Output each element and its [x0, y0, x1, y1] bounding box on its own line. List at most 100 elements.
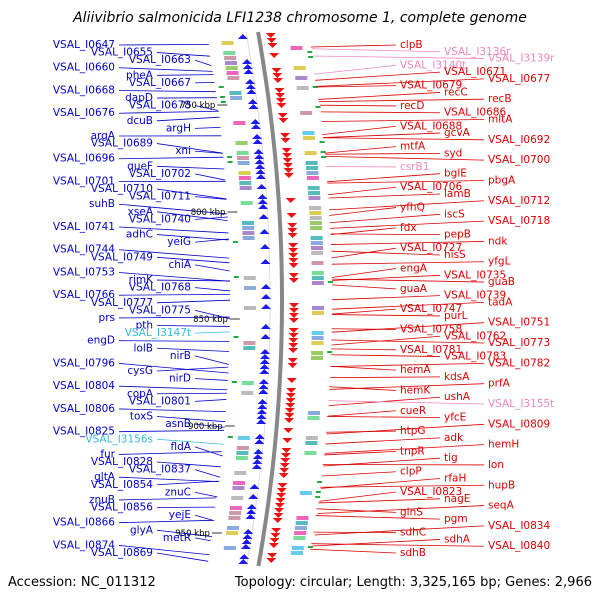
reverse-gene-mark [258, 384, 269, 389]
forward-cog-block [305, 161, 318, 165]
right-gene-label: pbgA [488, 174, 516, 186]
reverse-cog-block [239, 181, 252, 185]
leader-line [319, 491, 397, 502]
left-gene-label: nirB [170, 350, 191, 362]
forward-gene-mark [277, 483, 288, 488]
left-gene-label: VSAL_I0711 [129, 191, 191, 203]
reverse-tick [227, 436, 233, 438]
forward-tick [307, 51, 313, 53]
reverse-gene-mark [257, 199, 268, 204]
leader-line [324, 451, 397, 456]
leader-line [118, 249, 230, 259]
leader-line [324, 146, 397, 154]
forward-gene-mark [288, 308, 299, 313]
reverse-gene-mark [256, 419, 267, 424]
right-gene-label: VSAL_I0809 [488, 418, 550, 430]
reverse-tick [220, 101, 226, 103]
forward-cog-block [296, 516, 309, 520]
reverse-cog-block [233, 481, 246, 485]
forward-tick [315, 491, 321, 493]
right-gene-label: cueR [400, 405, 426, 417]
left-gene-label: VSAL_I0740 [129, 213, 191, 225]
left-gene-label: VSAL_I0828 [91, 456, 153, 468]
leader-line [327, 410, 397, 417]
leader-line [194, 264, 230, 272]
left-gene-label: VSAL_I0655 [91, 47, 153, 59]
feature-tracks [218, 31, 333, 567]
reverse-cog-block [224, 61, 237, 65]
leader-line [118, 451, 222, 455]
forward-gene-mark [275, 498, 286, 503]
forward-cog-block [302, 131, 315, 135]
left-gene-label: VSAL_I0678 [129, 100, 191, 112]
leader-line [156, 188, 227, 200]
left-gene-label: VSAL_I0806 [53, 403, 115, 415]
right-gene-label: VSAL_I0747 [400, 303, 462, 315]
reverse-cog-block [238, 171, 251, 175]
forward-gene-mark [277, 113, 288, 118]
forward-cog-block [310, 241, 323, 245]
right-gene-label: VSAL_I0840 [488, 540, 550, 552]
left-gene-label: gltA [94, 471, 116, 483]
forward-cog-block [291, 546, 304, 550]
kbp-label: 750 kbp [181, 101, 216, 111]
left-gene-label: pheA [126, 69, 154, 81]
forward-gene-mark [267, 553, 278, 558]
left-gene-label: nirD [169, 373, 191, 385]
reverse-gene-mark [259, 359, 270, 364]
left-gene-label: prs [99, 312, 115, 324]
reverse-cog-block [239, 186, 252, 190]
left-gene-label: yejE [169, 509, 191, 521]
forward-cog-block [310, 226, 323, 230]
left-gene-label: chiA [168, 259, 191, 271]
forward-cog-block [305, 441, 318, 445]
left-gene-label: yeiG [167, 236, 191, 248]
forward-cog-block [311, 276, 324, 280]
leader-line [311, 48, 441, 53]
leader-line [156, 416, 226, 423]
leader-line [313, 531, 397, 534]
forward-tick [312, 86, 318, 88]
leader-line [325, 152, 441, 155]
right-gene-label: VSAL_I0727 [400, 242, 462, 254]
forward-gene-mark [288, 318, 299, 323]
reverse-gene-mark [255, 174, 266, 179]
left-gene-label: VSAL_I0744 [53, 244, 115, 256]
forward-gene-mark [272, 73, 283, 78]
leader-line [194, 355, 229, 365]
right-gene-label: VSAL_I3155t [488, 398, 554, 410]
forward-gene-mark [271, 528, 282, 533]
right-gene-label: sdhB [400, 547, 426, 559]
forward-gene-mark [267, 43, 278, 48]
forward-cog-block [307, 186, 320, 190]
leader-line [328, 200, 485, 211]
forward-gene-mark [280, 133, 291, 138]
left-gene-label: VSAL_I0874 [53, 539, 115, 551]
forward-cog-block [306, 166, 319, 170]
leader-line [118, 293, 231, 296]
leader-line [325, 156, 485, 161]
forward-gene-mark [273, 513, 284, 518]
leader-line [328, 193, 441, 199]
reverse-gene-mark [260, 259, 271, 264]
leader-line [315, 515, 441, 520]
right-gene-label: VSAL_I0679 [400, 80, 462, 92]
reverse-cog-block [243, 341, 256, 345]
leader-line [118, 226, 229, 234]
leader-line [194, 216, 229, 220]
reverse-gene-mark [254, 154, 265, 159]
forward-cog-block [295, 521, 308, 525]
right-gene-label: ndk [488, 235, 508, 247]
forward-gene-mark [286, 388, 297, 393]
forward-cog-block [304, 151, 317, 155]
leader-line [318, 498, 441, 504]
forward-gene-mark [288, 273, 299, 278]
reverse-gene-mark [260, 349, 271, 354]
leader-line [194, 469, 221, 478]
forward-cog-block [311, 331, 324, 335]
reverse-gene-mark [253, 449, 264, 454]
leader-line [317, 505, 485, 514]
reverse-tick [233, 336, 239, 338]
reverse-gene-mark [257, 399, 268, 404]
leader-line [194, 537, 211, 542]
